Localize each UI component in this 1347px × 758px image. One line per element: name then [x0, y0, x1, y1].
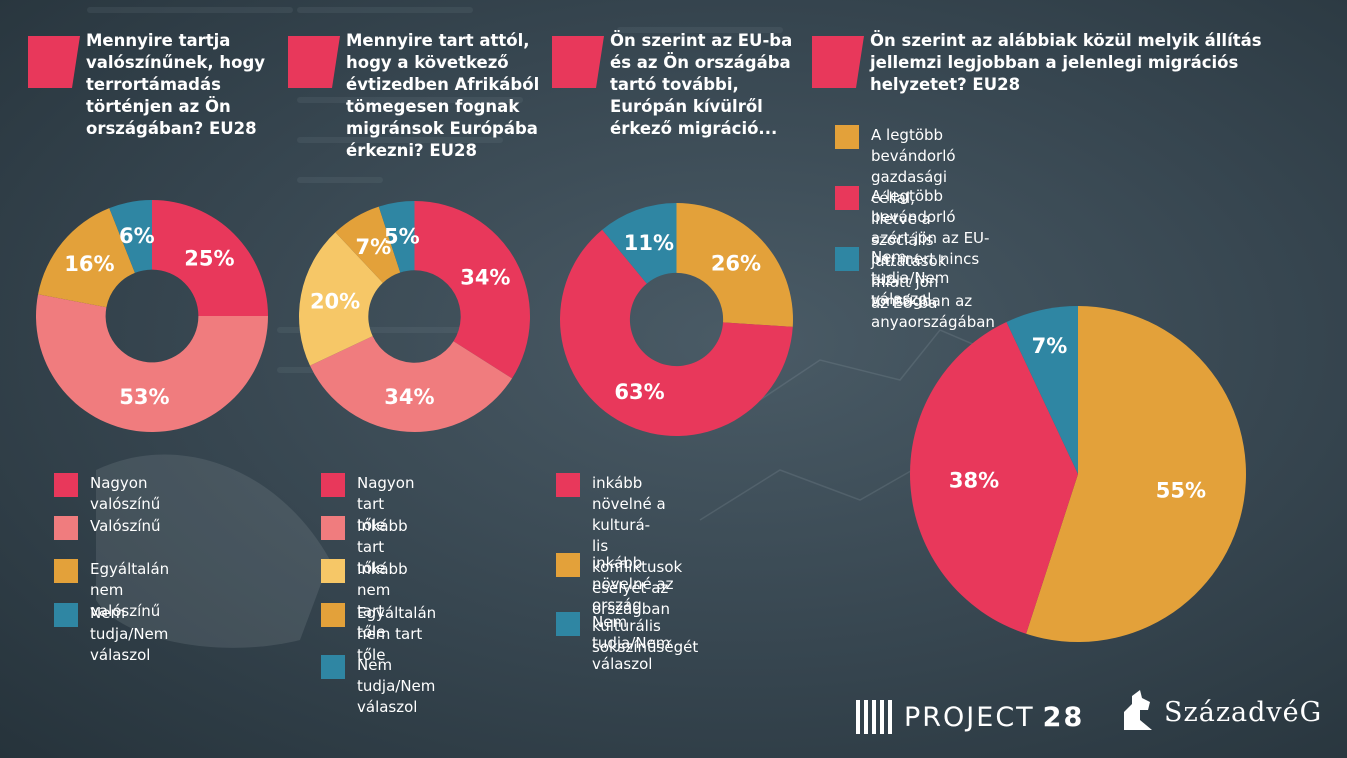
slice-label: 7% [1032, 334, 1068, 358]
legend-label: Nagyon valószínű [90, 474, 161, 513]
question-3: Ön szerint az EU-ba és az Ön országába t… [550, 30, 810, 160]
donut-chart-2: 34% 34% 20% 7%5% [299, 201, 530, 432]
szazadveg-logo: SzázadvéG [1120, 690, 1322, 734]
chart-slice [910, 321, 1078, 634]
legend-swatch [321, 559, 345, 583]
flag-icon [28, 36, 80, 88]
chart-slice [335, 206, 401, 283]
legend-label: A legtöbb bevándorló gazdasági céllal, i… [871, 126, 956, 312]
question-1: Mennyire tartja valószínűnek, hogy terro… [26, 30, 286, 160]
szazadveg-text: SzázadvéG [1164, 696, 1323, 728]
chart-slice [152, 200, 268, 316]
legend-label: Egyáltalán nem tart tőle [357, 604, 437, 664]
legend-label: inkább növelné a kulturá- lis konfliktus… [592, 474, 683, 618]
slice-label: 16% [64, 252, 114, 276]
slice-label: 34% [384, 385, 434, 409]
chart-slice [1026, 306, 1246, 642]
legend-swatch [321, 516, 345, 540]
slice-label: 25% [184, 247, 234, 271]
slice-label: 53% [119, 385, 169, 409]
legend-swatch [556, 473, 580, 497]
legend-2: Nagyon tart tőle Inkább tart tőle Inkább… [321, 473, 551, 716]
question-title: Mennyire tartja valószínűnek, hogy terro… [86, 31, 266, 138]
donut-chart-3: 26% 63% 11% [560, 203, 793, 436]
legend-label: Nem tudja/Nem válaszol [592, 613, 671, 673]
legend-swatch [54, 559, 78, 583]
question-title: Mennyire tart attól, hogy a következő év… [346, 31, 540, 160]
project28-logo: PROJECT 28 [856, 697, 1084, 737]
legend-label: Inkább nem tart tőle [357, 560, 408, 641]
flag-icon [552, 36, 604, 88]
legend-label: inkább növelné az ország kulturális soks… [592, 554, 699, 656]
legend-label: A legtöbb bevándorló azért jön az EU-ba,… [871, 187, 995, 331]
question-2: Mennyire tart attól, hogy a következő év… [286, 30, 556, 182]
legend-swatch [54, 603, 78, 627]
legend-label: Valószínű [90, 517, 161, 535]
legend-label: Egyáltalán nem valószínű [90, 560, 170, 620]
chart-slice [676, 203, 793, 327]
donut-chart-1: 25% 53% 16%6% [36, 200, 269, 432]
slice-label: 55% [1156, 478, 1206, 502]
legend-label: Nagyon tart tőle [357, 474, 415, 534]
legend-label: Nem tudja/Nem válaszol [90, 604, 169, 664]
chart-slice [414, 201, 530, 379]
legend-swatch [556, 612, 580, 636]
legend-label: Nem tudja/Nem válaszol [871, 248, 950, 308]
chart-slice [560, 229, 793, 436]
szazadveg-mark-icon [1124, 690, 1152, 730]
slice-label: 6% [119, 224, 155, 248]
project28-bars-icon [856, 700, 892, 734]
legend-4: A legtöbb bevándorló gazdasági céllal, i… [835, 125, 1325, 331]
chart-slice [38, 208, 135, 308]
chart-slice [378, 201, 415, 273]
legend-swatch [835, 186, 859, 210]
project28-text: PROJECT 28 [904, 701, 1085, 733]
legend-swatch [321, 603, 345, 627]
question-4: Ön szerint az alábbiak közül melyik állí… [810, 30, 1330, 110]
chart-slice [109, 200, 152, 273]
flag-icon [812, 36, 864, 88]
legend-swatch [54, 473, 78, 497]
legend-swatch [54, 516, 78, 540]
slice-label: 38% [949, 469, 999, 493]
legend-swatch [556, 553, 580, 577]
legend-label: Nem tudja/Nem válaszol [357, 656, 436, 716]
question-title: Ön szerint az EU-ba és az Ön országába t… [610, 31, 793, 138]
legend-label: Inkább tart tőle [357, 517, 408, 577]
slice-label: 63% [614, 380, 664, 404]
legend-3: inkább növelné a kulturá- lis konfliktus… [556, 473, 796, 673]
flag-icon [288, 36, 340, 88]
pie-chart-4: 55% 38% 7% [910, 306, 1246, 642]
slice-label: 34% [460, 266, 510, 290]
legend-swatch [835, 125, 859, 149]
slice-label: 26% [711, 252, 761, 276]
slice-label: 5% [384, 225, 420, 249]
question-title: Ön szerint az alábbiak közül melyik állí… [870, 31, 1262, 94]
chart-slice [309, 336, 513, 432]
slice-label: 20% [310, 289, 360, 313]
chart-slice [602, 203, 677, 284]
slice-label: 11% [624, 231, 674, 255]
slice-label: 7% [356, 235, 392, 259]
chart-slice [36, 294, 269, 432]
legend-1: Nagyon valószínű Valószínű Egyáltalán ne… [54, 473, 284, 664]
chart-slice [299, 232, 383, 366]
legend-swatch [835, 247, 859, 271]
chart-slice [1006, 306, 1078, 474]
legend-swatch [321, 655, 345, 679]
legend-swatch [321, 473, 345, 497]
